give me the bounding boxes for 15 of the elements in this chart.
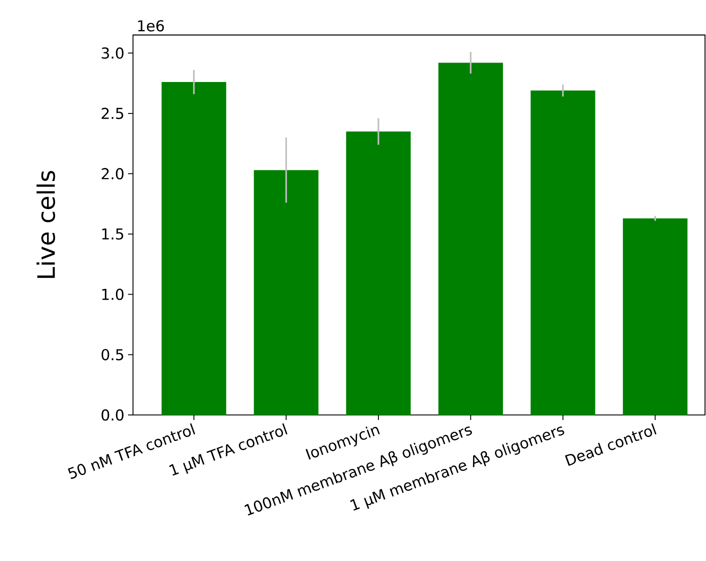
y-tick-label: 0.0: [102, 409, 124, 421]
y-axis-title: Live cells: [36, 170, 56, 278]
bar: [254, 170, 318, 415]
bar: [438, 62, 503, 415]
bar: [530, 90, 596, 415]
bar: [346, 131, 411, 415]
y-tick-label: 3.0: [102, 47, 124, 59]
bar: [162, 82, 226, 415]
y-tick-label: 1.5: [102, 228, 124, 240]
y-tick-label: 2.5: [102, 108, 124, 120]
y-tick-label: 0.5: [102, 348, 124, 360]
text: 1e6: [138, 20, 164, 32]
y-tick-label: 2.0: [102, 168, 124, 180]
y-tick-label: 1.0: [102, 288, 124, 300]
bar: [622, 218, 688, 415]
